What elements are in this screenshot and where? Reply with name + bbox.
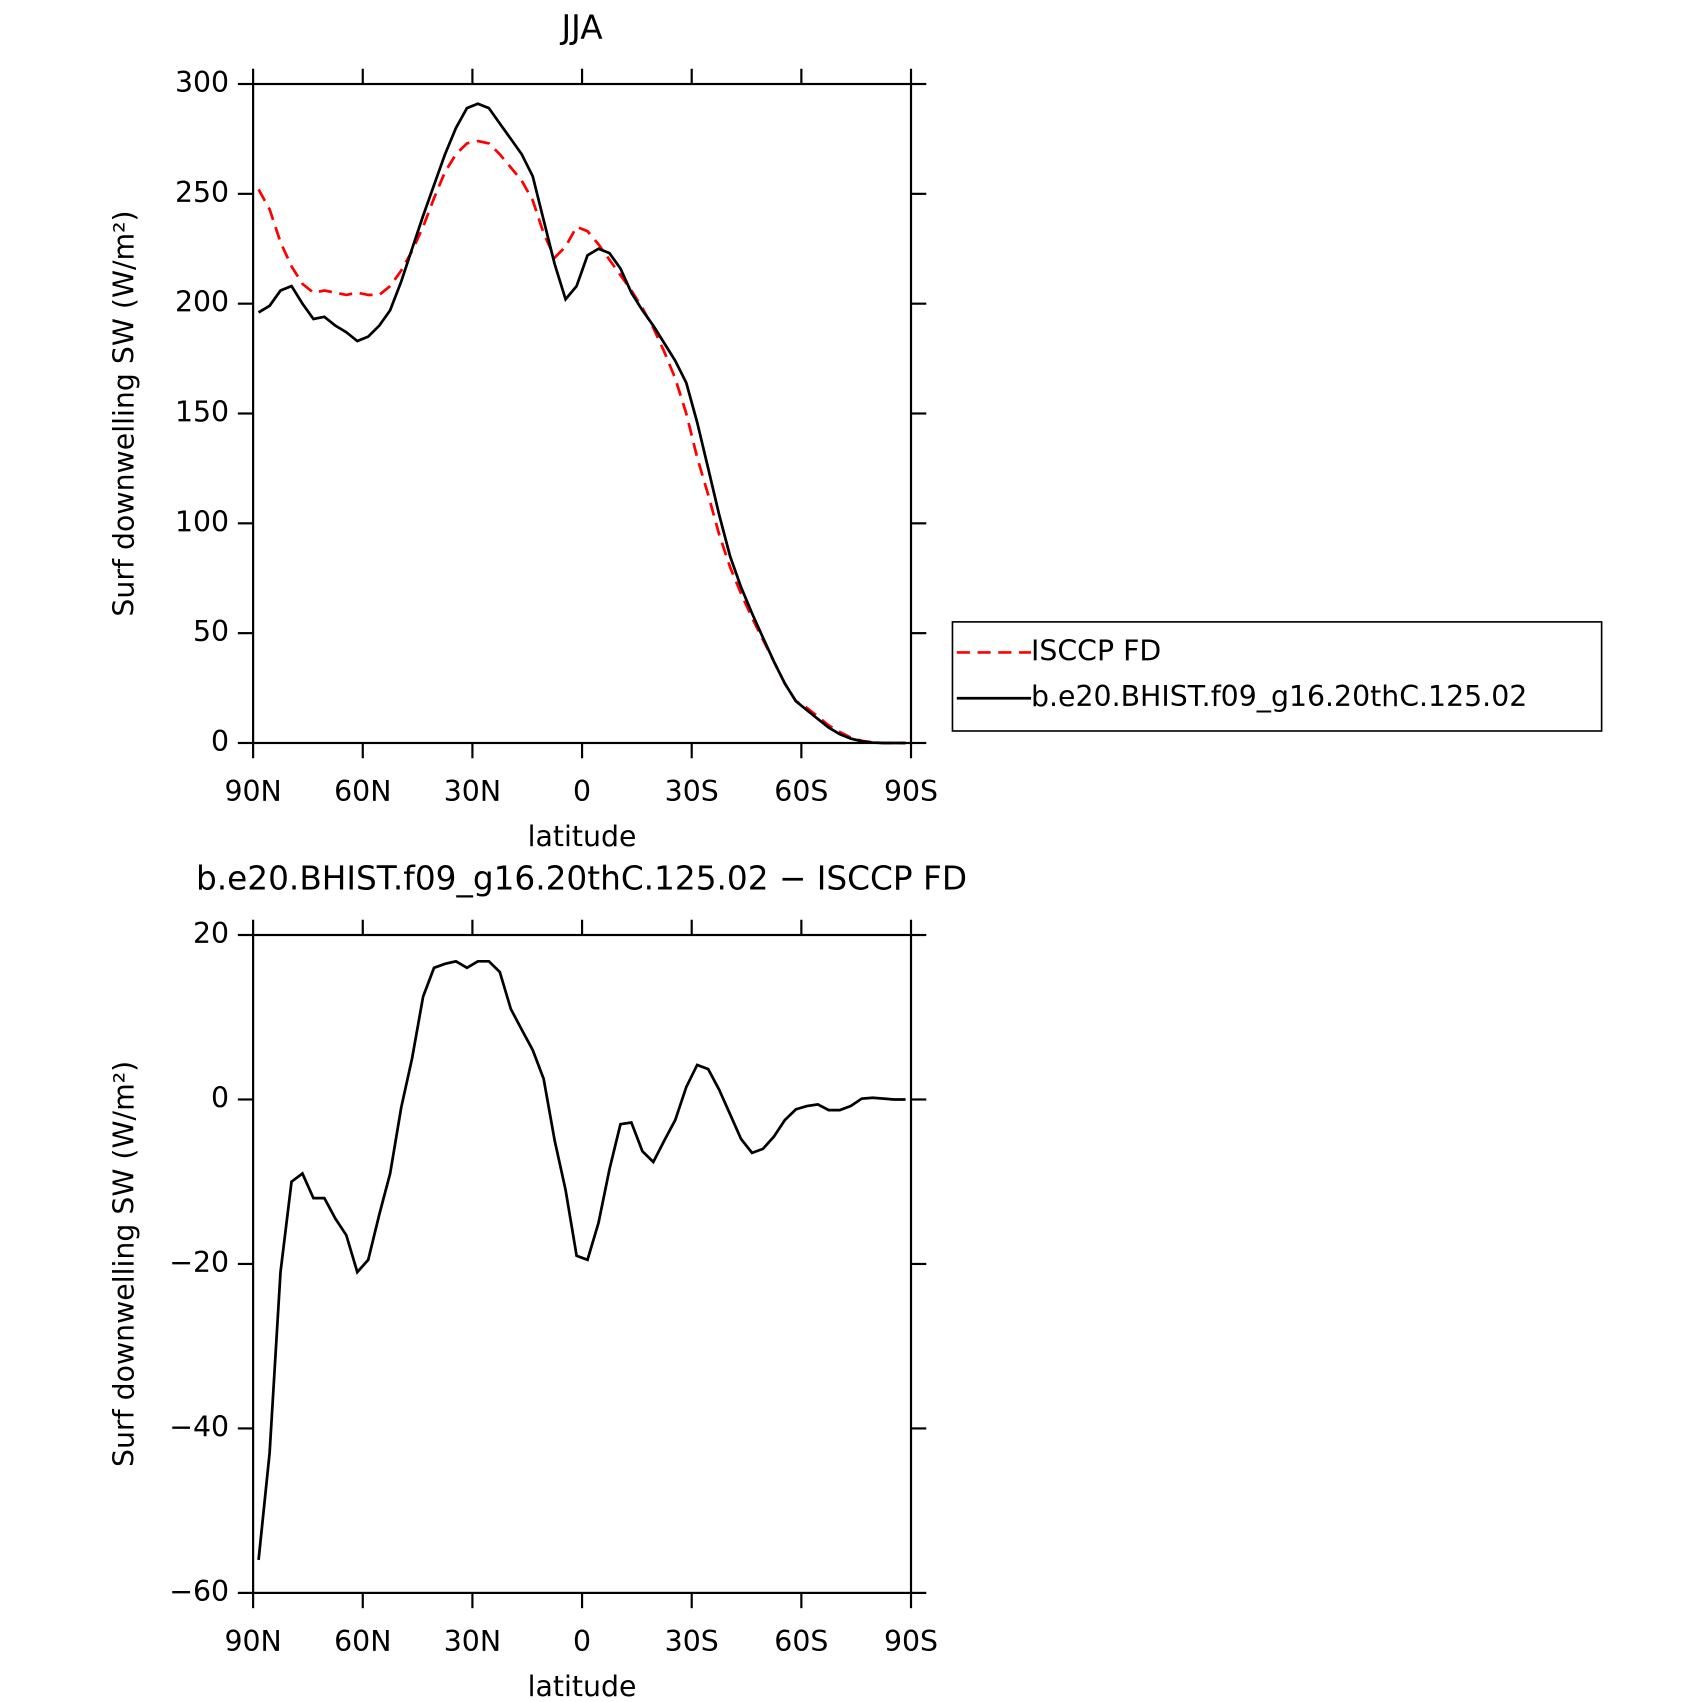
- x-tick-label: 60S: [774, 775, 828, 808]
- legend-box: [951, 621, 1603, 732]
- y-tick-label: 200: [175, 286, 229, 319]
- y-tick-label: 0: [211, 725, 229, 758]
- data-line: [257, 139, 906, 745]
- x-tick-label: 90S: [884, 1625, 938, 1658]
- x-axis-label: latitude: [528, 820, 637, 853]
- data-line: [257, 959, 906, 1561]
- x-tick-label: 0: [573, 775, 591, 808]
- x-tick-label: 90N: [224, 775, 281, 808]
- legend-label: ISCCP FD: [1031, 634, 1161, 667]
- x-tick-label: 30N: [444, 775, 501, 808]
- x-tick-label: 30N: [444, 1625, 501, 1658]
- x-tick-label: 60N: [334, 1625, 391, 1658]
- x-tick-label: 30S: [665, 1625, 719, 1658]
- chart-title: b.e20.BHIST.f09_g16.20thC.125.02 − ISCCP…: [196, 859, 967, 897]
- x-tick-label: 60N: [334, 775, 391, 808]
- y-axis-label: Surf downwelling SW (W/m²): [107, 1061, 140, 1467]
- x-tick-label: 30S: [665, 775, 719, 808]
- data-line: [257, 102, 906, 745]
- x-tick-label: 90N: [224, 1625, 281, 1658]
- plot-frame: [252, 82, 913, 745]
- y-tick-label: −60: [169, 1575, 229, 1608]
- y-tick-label: 0: [211, 1081, 229, 1114]
- y-tick-label: 300: [175, 66, 229, 99]
- y-tick-label: −20: [169, 1246, 229, 1279]
- x-axis-label: latitude: [528, 1670, 637, 1702]
- y-tick-label: 50: [193, 615, 229, 648]
- x-tick-label: 60S: [774, 1625, 828, 1658]
- y-tick-label: 100: [175, 505, 229, 538]
- x-tick-label: 90S: [884, 775, 938, 808]
- y-axis-label: Surf downwelling SW (W/m²): [107, 210, 140, 616]
- x-tick-label: 0: [573, 1625, 591, 1658]
- y-tick-label: 150: [175, 395, 229, 428]
- y-tick-label: 250: [175, 176, 229, 209]
- plot-frame: [252, 933, 913, 1594]
- y-tick-label: −40: [169, 1410, 229, 1443]
- legend: ISCCP FD b.e20.BHIST.f09_g16.20thC.125.02: [951, 621, 1603, 732]
- y-tick-label: 20: [193, 917, 229, 950]
- legend-label: b.e20.BHIST.f09_g16.20thC.125.02: [1031, 680, 1527, 713]
- chart-title: JJA: [560, 8, 604, 46]
